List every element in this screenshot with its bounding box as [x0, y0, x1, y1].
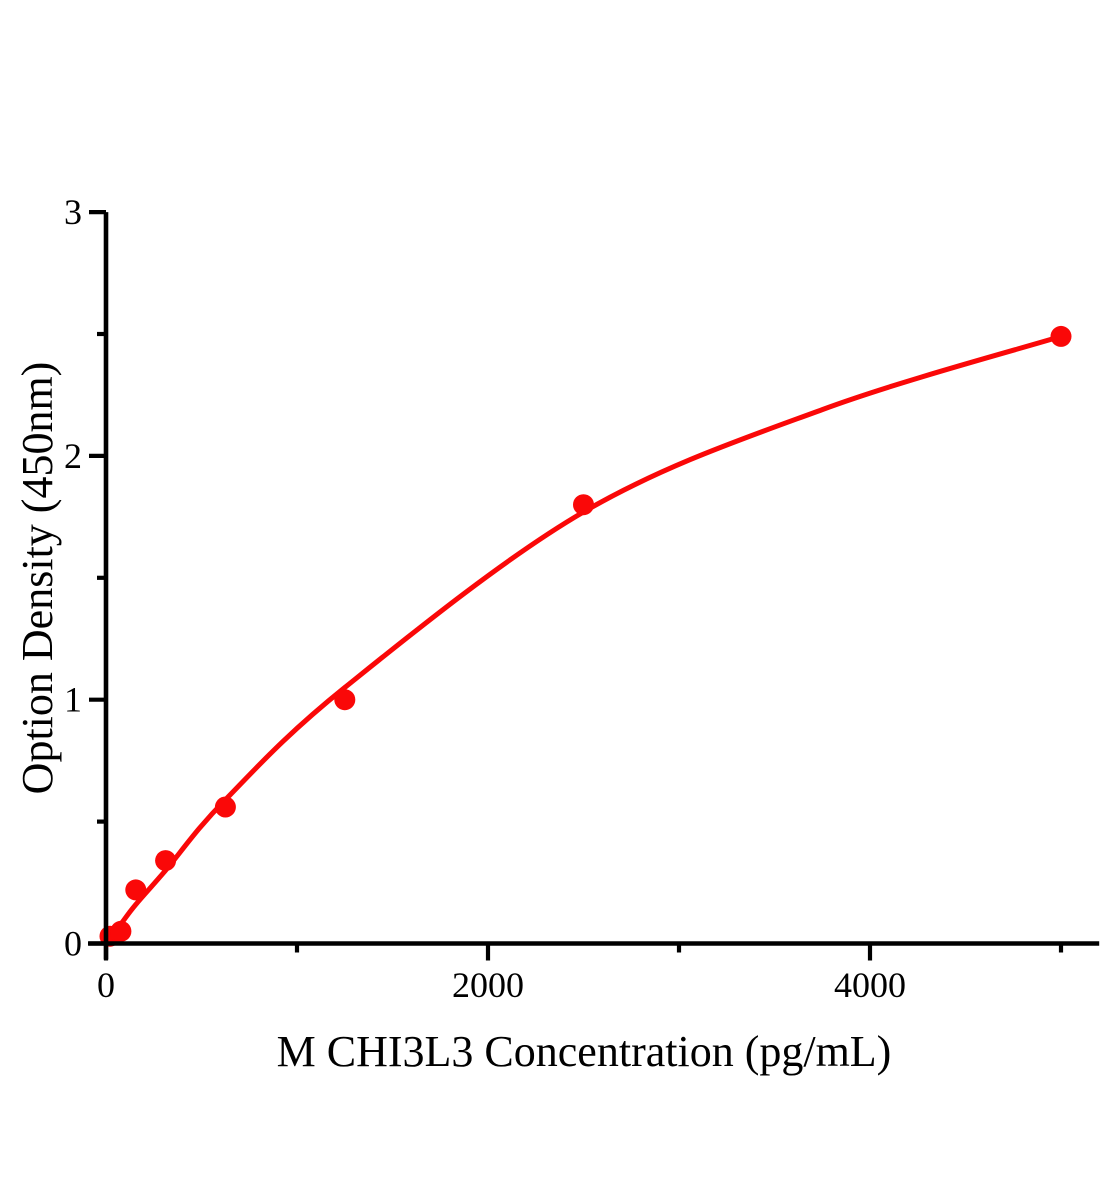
data-point-marker [1050, 325, 1072, 347]
x-axis-title: M CHI3L3 Concentration (pg/mL) [277, 1027, 892, 1076]
x-tick-label: 2000 [452, 965, 524, 1005]
data-point-marker [573, 494, 594, 516]
y-tick-label: 2 [64, 436, 82, 476]
data-point-marker [125, 879, 147, 901]
data-point-marker [214, 796, 236, 818]
data-point-marker [155, 850, 177, 872]
y-tick-label: 1 [64, 680, 82, 720]
tick-labels-layer: 0 2000 4000 0 1 2 3 [64, 192, 906, 1005]
axes-layer [88, 210, 1100, 961]
data-point-marker [334, 689, 356, 711]
fit-curve [104, 334, 1062, 946]
x-tick-label: 4000 [834, 965, 906, 1005]
data-point-marker [110, 920, 132, 942]
y-axis-title: Option Density (450nm) [13, 362, 62, 795]
fit-curve-layer [99, 325, 1072, 947]
y-tick-label: 0 [64, 924, 82, 964]
x-tick-label: 0 [97, 965, 115, 1005]
y-tick-label: 3 [64, 192, 82, 232]
